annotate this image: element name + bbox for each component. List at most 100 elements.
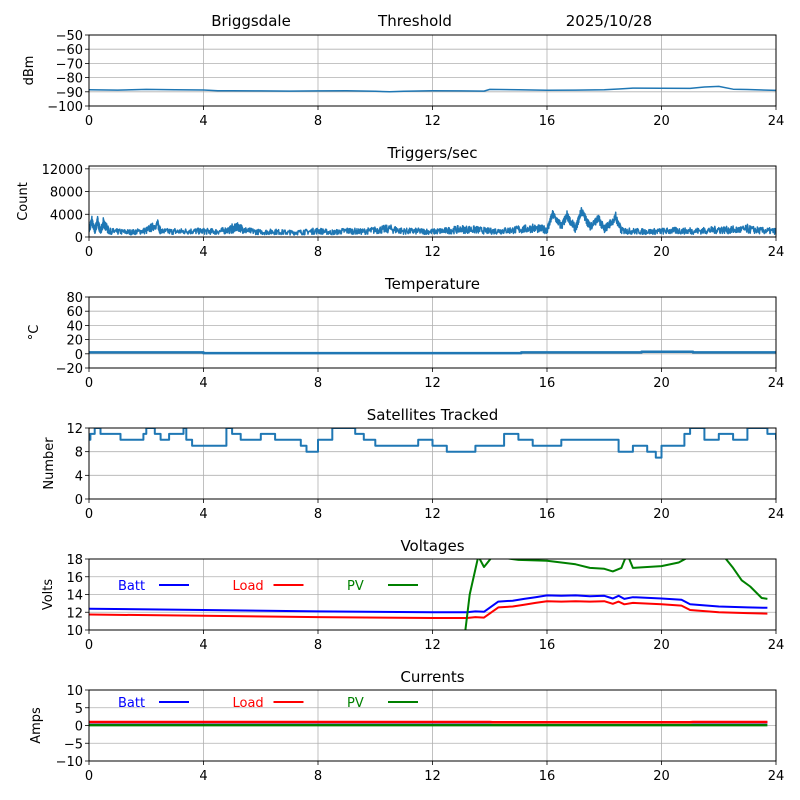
x-tick-label: 0 [85,769,93,784]
y-axis-label: Amps [29,707,44,744]
x-tick-label: 20 [653,114,670,129]
series-line-load [89,600,768,619]
panel-threshold: 0 4 8 12 16 20 24 −100−90−80−70−60−50 dBm [22,29,784,129]
panel-title: Voltages [400,537,464,555]
panel-currents: Currents Batt Load PV 0 4 8 12 16 20 24 −10 −5 0 5 10 Am… [29,668,784,784]
legend-label-pv: PV [347,696,364,711]
y-tick-label: −90 [56,86,83,101]
panel-title: Triggers/sec [387,144,478,162]
x-tick-label: 16 [539,114,556,129]
x-tick-label: 0 [85,376,93,391]
mode-label: Threshold [377,12,452,30]
y-tick-label: 0 [75,231,83,246]
y-tick-label: 40 [66,319,83,334]
panel-title: Temperature [384,275,480,293]
series-line-threshold [89,85,776,93]
x-tick-label: 4 [199,507,207,522]
x-tick-label: 24 [768,769,785,784]
x-tick-label: 8 [314,376,322,391]
y-tick-label: 60 [66,305,83,320]
y-axis-label: °C [27,325,42,341]
x-tick-label: 16 [539,507,556,522]
x-tick-label: 8 [314,769,322,784]
x-tick-label: 12 [424,638,441,653]
panel-satellites: Satellites Tracked 0 4 8 12 16 20 24 0 4 8 12 Number [42,406,784,522]
y-tick-label: 8000 [50,186,83,201]
y-tick-label: 20 [66,334,83,349]
x-tick-label: 16 [539,769,556,784]
y-tick-label: −20 [56,362,83,377]
figure-header: Briggsdale Threshold 2025/10/28 [211,12,652,30]
x-tick-label: 4 [199,114,207,129]
y-tick-label: −70 [56,57,83,72]
legend-label-batt: Batt [118,579,145,594]
y-tick-label: 18 [66,553,83,568]
series-line-triggers [89,206,776,236]
y-tick-label: 80 [66,291,83,306]
legend-label-load: Load [233,579,264,594]
panel-triggers: Triggers/sec 0 4 8 12 16 20 24 0 4000 8000 12000 Cou… [16,144,784,260]
y-tick-label: 10 [66,684,83,699]
y-tick-label: −10 [56,755,83,770]
y-tick-label: 0 [75,348,83,363]
y-tick-label: −80 [56,72,83,87]
x-tick-label: 24 [768,114,785,129]
y-tick-label: −50 [56,29,83,44]
x-tick-label: 24 [768,376,785,391]
x-tick-label: 12 [424,769,441,784]
x-tick-label: 8 [314,507,322,522]
x-tick-label: 8 [314,638,322,653]
y-tick-label: 10 [66,624,83,639]
station-name: Briggsdale [211,12,291,30]
panel-title: Satellites Tracked [367,406,498,424]
panel-voltages: Voltages Batt Load PV 0 4 8 12 16 20 24 10 12 14 16 18 V… [41,537,784,653]
x-tick-label: 12 [424,507,441,522]
x-tick-label: 12 [424,245,441,260]
x-tick-label: 24 [768,245,785,260]
y-tick-label: 4000 [50,208,83,223]
x-tick-label: 0 [85,114,93,129]
x-tick-label: 4 [199,376,207,391]
series-line-temperature [89,350,776,355]
x-tick-label: 24 [768,638,785,653]
legend-label-batt: Batt [118,696,145,711]
x-tick-label: 24 [768,507,785,522]
legend-label-load: Load [233,696,264,711]
y-axis-label: Volts [41,579,56,611]
x-tick-label: 16 [539,638,556,653]
y-axis-label: dBm [22,56,37,86]
y-tick-label: 5 [75,702,83,717]
y-tick-label: 12000 [42,163,83,178]
panel-title: Currents [400,668,464,686]
x-tick-label: 20 [653,638,670,653]
x-tick-label: 16 [539,245,556,260]
y-axis-label: Number [42,437,57,490]
y-tick-label: 12 [66,606,83,621]
y-tick-label: 14 [66,589,83,604]
y-tick-label: −100 [47,100,83,115]
x-tick-label: 0 [85,638,93,653]
legend-label-pv: PV [347,579,364,594]
x-tick-label: 4 [199,769,207,784]
y-tick-label: 16 [66,571,83,586]
y-tick-label: 12 [66,422,83,437]
x-tick-label: 8 [314,245,322,260]
x-tick-label: 12 [424,376,441,391]
x-tick-label: 4 [199,245,207,260]
x-tick-label: 16 [539,376,556,391]
x-tick-label: 20 [653,507,670,522]
x-tick-label: 20 [653,769,670,784]
y-tick-label: 0 [75,720,83,735]
x-tick-label: 20 [653,376,670,391]
x-tick-label: 4 [199,638,207,653]
x-tick-label: 0 [85,507,93,522]
y-tick-label: −60 [56,43,83,58]
x-tick-label: 20 [653,245,670,260]
y-tick-label: 0 [75,493,83,508]
x-tick-label: 0 [85,245,93,260]
y-tick-label: −5 [64,737,83,752]
x-tick-label: 12 [424,114,441,129]
series-line-pv [464,559,768,630]
